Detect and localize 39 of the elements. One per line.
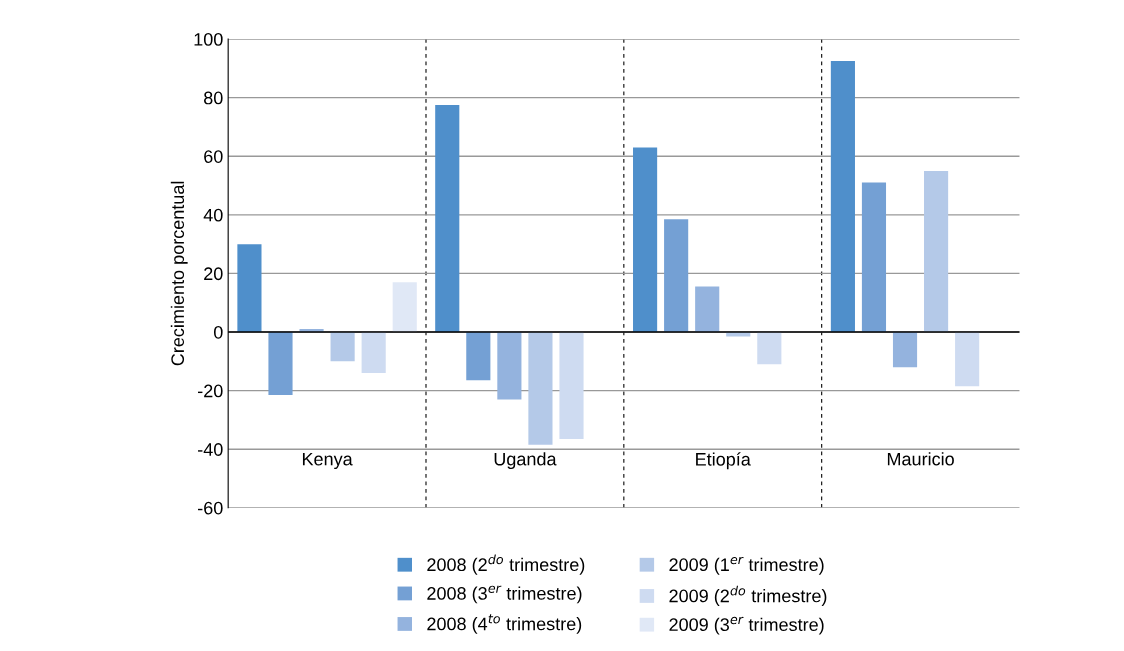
bar bbox=[830, 61, 855, 333]
y-tick-label: -60 bbox=[198, 501, 223, 515]
y-tick-label: 60 bbox=[204, 150, 223, 163]
bar bbox=[757, 332, 782, 365]
bar bbox=[435, 104, 460, 333]
bar bbox=[497, 332, 522, 400]
legend-label: 2008 (4$^{to}$ trimestre) bbox=[427, 614, 582, 634]
y-tick-label: 20 bbox=[204, 267, 223, 281]
bar bbox=[361, 332, 386, 374]
legend-label: 2009 (2$^{do}$ trimestre) bbox=[669, 585, 827, 606]
legend-label: 2008 (3$^{er}$ trimestre) bbox=[427, 585, 582, 604]
bar bbox=[664, 219, 689, 333]
bar bbox=[924, 170, 949, 333]
y-axis-title: Crecimiento porcentual bbox=[170, 181, 188, 366]
x-tick-label: Kenya bbox=[302, 452, 353, 470]
bar bbox=[330, 332, 355, 362]
bar bbox=[955, 332, 980, 387]
bar bbox=[268, 332, 293, 395]
y-tick-label: 0 bbox=[213, 325, 223, 339]
bar bbox=[466, 332, 491, 381]
y-tick-label: -20 bbox=[198, 384, 223, 398]
bar bbox=[695, 286, 720, 333]
bar bbox=[892, 332, 918, 368]
bar bbox=[392, 282, 417, 333]
bar bbox=[237, 244, 262, 333]
x-tick-label: Uganda bbox=[494, 452, 557, 470]
y-tick-label: 80 bbox=[204, 91, 223, 105]
y-tick-label: -40 bbox=[198, 443, 223, 456]
bar bbox=[861, 182, 887, 333]
y-tick-label: 100 bbox=[194, 32, 223, 46]
bar bbox=[633, 147, 658, 333]
legend-label: 2009 (1$^{er}$ trimestre) bbox=[669, 556, 824, 575]
x-tick-label: Etiopía bbox=[696, 452, 751, 470]
bar bbox=[528, 332, 553, 445]
x-tick-label: Mauricio bbox=[887, 452, 954, 466]
legend-label: 2008 (2$^{do}$ trimestre) bbox=[427, 554, 585, 575]
y-tick-label: 40 bbox=[203, 208, 223, 222]
legend-label: 2009 (3$^{er}$ trimestre) bbox=[669, 616, 824, 635]
bar bbox=[559, 332, 584, 439]
